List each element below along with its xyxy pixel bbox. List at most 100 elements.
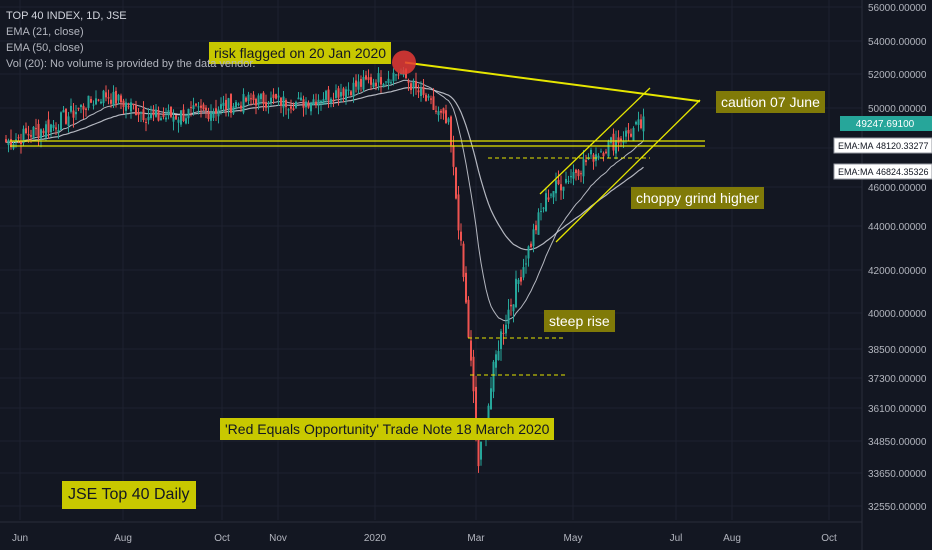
candle-body [240, 105, 242, 109]
descending-trendline [404, 61, 701, 103]
candle-body [100, 101, 102, 104]
candle-body [152, 110, 155, 116]
candle-body [430, 98, 432, 100]
candle-body [245, 97, 247, 102]
ema-badge-name: EMA:MA [838, 167, 874, 177]
candle-body [72, 110, 75, 118]
candle-body [385, 81, 387, 83]
candle-body [60, 112, 62, 131]
trend-lines [10, 50, 705, 376]
annotation-choppy: choppy grind higher [631, 187, 764, 209]
candle-body [622, 141, 625, 144]
candle-body [422, 86, 425, 95]
candle-body [147, 116, 150, 121]
time-tick-label: Mar [467, 533, 485, 544]
annotation-steep: steep rise [544, 310, 615, 332]
candle-body [197, 106, 200, 108]
candle-body [367, 77, 370, 80]
candle-body [632, 128, 635, 141]
candle-body [525, 263, 527, 265]
candle-body [87, 95, 90, 108]
candle-body [77, 107, 80, 109]
candle-body [142, 109, 145, 120]
candle-body [295, 101, 297, 108]
candle-body [487, 405, 490, 428]
candle-body [410, 83, 412, 91]
time-tick-label: 2020 [364, 533, 387, 544]
candle-body [322, 99, 325, 105]
ema-50-line [5, 86, 644, 251]
candle-body [392, 72, 395, 82]
candle-body [140, 112, 142, 114]
candle-body [337, 88, 340, 98]
candle-body [297, 97, 300, 100]
candle-body [315, 101, 317, 106]
candle-body [5, 139, 7, 143]
risk-marker [392, 50, 416, 75]
candle-body [360, 78, 362, 87]
ema-badge [833, 163, 932, 180]
price-tick-label: 50000.00000 [868, 104, 927, 115]
candle-body [407, 80, 410, 83]
candle-body [350, 91, 352, 96]
candle-body [627, 130, 630, 134]
candle-body [40, 129, 42, 139]
candle-body [130, 102, 132, 112]
legend-volume: Vol (20): No volume is provided by the d… [6, 58, 256, 70]
candle-body [52, 124, 55, 128]
candle-body [605, 151, 607, 154]
candle-body [217, 109, 220, 117]
last-price-label: 49247.69100 [856, 119, 915, 130]
candle-body [515, 278, 517, 308]
candle-body [165, 117, 167, 120]
candle-body [497, 351, 500, 361]
candle-body [560, 184, 562, 191]
candle-body [327, 89, 330, 101]
candle-body [382, 83, 385, 88]
candle-body [502, 332, 505, 334]
candle-body [330, 98, 332, 103]
candle-body [182, 109, 185, 121]
candle-body [575, 169, 577, 173]
candle-body [547, 197, 550, 200]
candle-body [37, 123, 40, 138]
candle-body [17, 137, 20, 139]
candle-body [10, 139, 12, 148]
chart-legend: TOP 40 INDEX, 1D, JSE EMA (21, close) EM… [6, 8, 255, 72]
candle-body [520, 277, 522, 282]
annotation-title-box: JSE Top 40 Daily [62, 481, 196, 509]
candle-body [562, 186, 565, 191]
candle-body [445, 110, 447, 124]
candle-body [180, 110, 182, 125]
candle-body [440, 110, 442, 113]
candle-body [167, 110, 170, 116]
candle-body [195, 103, 197, 106]
candle-body [377, 73, 380, 83]
price-tick-label: 40000.00000 [868, 309, 927, 320]
candle-body [117, 94, 120, 101]
candle-body [507, 309, 510, 324]
ema-path [5, 79, 644, 322]
time-tick-label: Oct [214, 533, 230, 544]
candle-body [235, 102, 237, 108]
candle-body [47, 119, 50, 133]
candle-body [505, 324, 507, 334]
candle-body [545, 193, 547, 212]
candle-body [150, 113, 152, 119]
candle-body [332, 99, 335, 101]
candle-body [555, 180, 557, 194]
candle-body [275, 93, 277, 99]
candle-body [442, 108, 445, 114]
candle-body [277, 95, 280, 98]
candle-body [450, 116, 452, 146]
candle-body [302, 99, 305, 108]
ema-21-line [5, 79, 644, 322]
candle-body [212, 111, 215, 118]
channel-upper [539, 87, 651, 195]
grid-lines [0, 0, 862, 520]
candle-body [317, 99, 320, 106]
candle-body [635, 121, 637, 125]
candle-body [587, 158, 590, 160]
candle-body [97, 99, 100, 101]
